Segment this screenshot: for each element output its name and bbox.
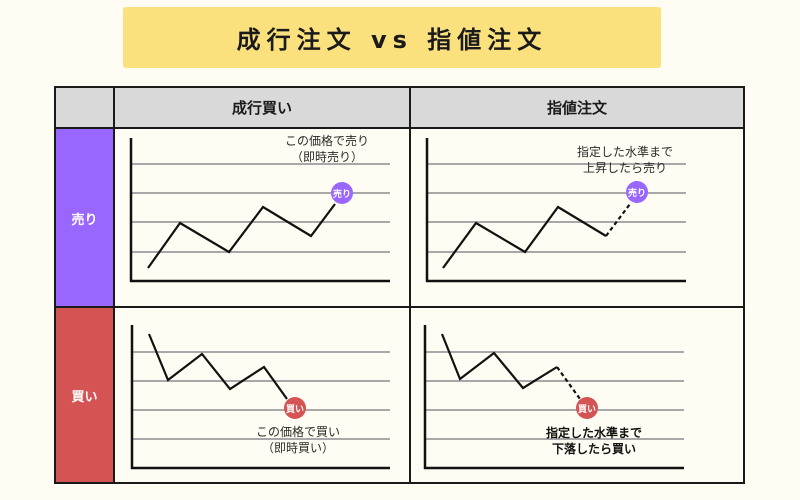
note-line: この価格で売り — [284, 134, 369, 148]
note-line: 指定した水準まで — [576, 145, 673, 159]
chart-market-buy — [130, 325, 390, 470]
note-market-buy: この価格で買い （即時買い） — [240, 424, 356, 456]
chart-limit-sell — [425, 138, 686, 283]
chart-limit-buy — [423, 325, 684, 470]
row-label-sell: 売り — [56, 129, 113, 307]
note-line: この価格で買い — [255, 425, 340, 439]
header-corner — [56, 88, 113, 129]
sell-marker-limit: 売り — [626, 181, 648, 203]
note-limit-sell: 指定した水準まで 上昇したら売り — [563, 144, 687, 176]
sell-marker-market: 売り — [331, 182, 353, 204]
divider — [409, 88, 411, 482]
note-market-sell: この価格で売り （即時売り） — [272, 133, 382, 165]
note-limit-buy: 指定した水準まで 下落したら買い — [532, 425, 656, 457]
note-line: 下落したら買い — [551, 442, 636, 456]
note-line: 上昇したら売り — [582, 161, 667, 175]
header-limit-order: 指値注文 — [411, 88, 743, 129]
divider — [56, 306, 743, 308]
page-title: 成行注文 vs 指値注文 — [236, 26, 548, 54]
buy-marker-market: 買い — [284, 397, 306, 419]
comparison-table: 成行買い 指値注文 売り 買い — [54, 86, 745, 484]
note-line: （即時売り） — [290, 150, 363, 164]
title-banner: 成行注文 vs 指値注文 — [123, 7, 661, 68]
row-label-buy: 買い — [56, 308, 113, 482]
chart-market-sell — [129, 138, 390, 283]
note-line: （即時買い） — [261, 441, 334, 455]
note-line: 指定した水準まで — [545, 426, 642, 440]
header-market-order: 成行買い — [115, 88, 409, 129]
buy-marker-limit: 買い — [576, 397, 598, 419]
divider — [113, 88, 115, 482]
